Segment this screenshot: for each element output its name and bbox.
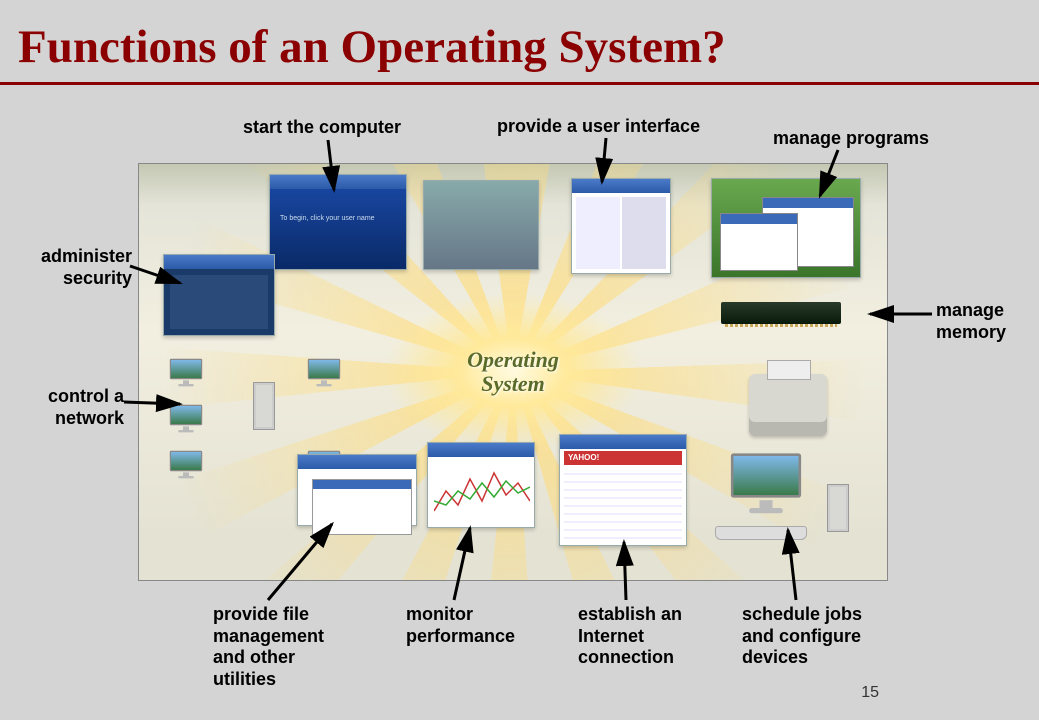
label-monitor-l2: performance xyxy=(406,626,515,646)
desktop-monitor xyxy=(731,453,801,510)
title-underline xyxy=(0,82,1039,85)
label-internet-l3: connection xyxy=(578,647,674,667)
label-memory-l2: memory xyxy=(936,322,1006,342)
label-memory: manage memory xyxy=(936,300,1006,343)
thumb-monitor-perf xyxy=(427,442,535,528)
ram-module-icon xyxy=(721,302,841,324)
label-ui: provide a user interface xyxy=(497,116,700,138)
label-memory-l1: manage xyxy=(936,300,1004,320)
label-files-l3: and other xyxy=(213,647,295,667)
thumb-internet: YAHOO! xyxy=(559,434,687,546)
thumb-user-interface xyxy=(571,178,671,274)
page-number: 15 xyxy=(861,684,879,702)
printer-icon xyxy=(749,374,827,436)
label-security-l2: security xyxy=(63,268,132,288)
label-network-l2: network xyxy=(55,408,124,428)
label-files: provide file management and other utilit… xyxy=(213,604,324,690)
label-monitor: monitor performance xyxy=(406,604,515,647)
label-monitor-l1: monitor xyxy=(406,604,473,624)
slide-title: Functions of an Operating System? xyxy=(18,20,726,74)
keyboard-icon xyxy=(715,526,807,540)
thumb-hand-keyboard xyxy=(423,180,539,270)
net-monitor-4 xyxy=(308,359,340,385)
label-security-l1: administer xyxy=(41,246,132,266)
label-security: administer security xyxy=(32,246,132,289)
thumb-manage-programs xyxy=(711,178,861,278)
label-programs: manage programs xyxy=(773,128,929,150)
label-schedule: schedule jobs and configure devices xyxy=(742,604,862,669)
desktop-tower xyxy=(827,484,849,532)
os-functions-diagram: To begin, click your user name xyxy=(138,163,888,581)
server-tower xyxy=(253,382,275,430)
label-internet-l1: establish an xyxy=(578,604,682,624)
net-monitor-2 xyxy=(170,405,202,431)
net-monitor-3 xyxy=(170,451,202,477)
label-files-l2: management xyxy=(213,626,324,646)
label-schedule-l3: devices xyxy=(742,647,808,667)
center-line2: System xyxy=(481,371,545,396)
thumb-start-computer: To begin, click your user name xyxy=(269,174,407,270)
label-network-l1: control a xyxy=(48,386,124,406)
label-schedule-l2: and configure xyxy=(742,626,861,646)
center-line1: Operating xyxy=(467,347,559,372)
label-internet: establish an Internet connection xyxy=(578,604,682,669)
label-schedule-l1: schedule jobs xyxy=(742,604,862,624)
label-files-l1: provide file xyxy=(213,604,309,624)
label-internet-l2: Internet xyxy=(578,626,644,646)
center-label: Operating System xyxy=(467,348,559,396)
thumb-security xyxy=(163,254,275,336)
label-network: control a network xyxy=(28,386,124,429)
net-monitor-1 xyxy=(170,359,202,385)
thumb-file-mgmt xyxy=(297,454,417,526)
label-files-l4: utilities xyxy=(213,669,276,689)
label-start: start the computer xyxy=(243,117,401,139)
